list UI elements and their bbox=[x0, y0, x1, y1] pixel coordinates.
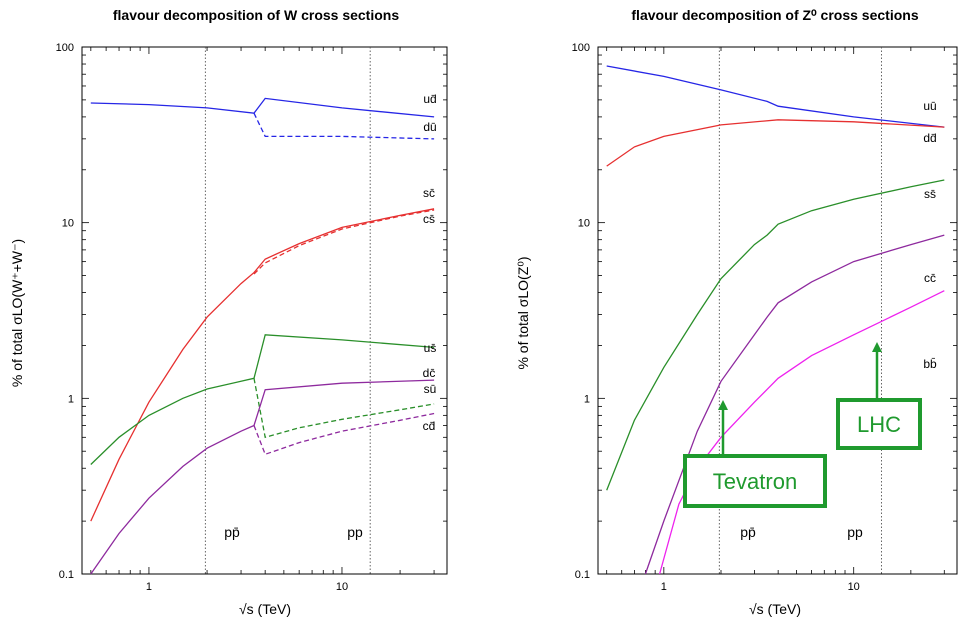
series-line bbox=[253, 112, 435, 140]
y-tick-label: 1 bbox=[68, 393, 74, 405]
series-line bbox=[606, 119, 945, 167]
x-tick-label: 1 bbox=[146, 581, 152, 593]
series-line bbox=[253, 378, 435, 439]
annotation-label: Tevatron bbox=[713, 469, 797, 494]
plot-frame bbox=[597, 46, 958, 575]
plot-frame bbox=[81, 46, 448, 575]
series-line bbox=[606, 179, 945, 491]
series-label: dc̄ bbox=[423, 366, 436, 380]
x-tick-label: 10 bbox=[336, 581, 348, 593]
chart-panel-1: flavour decomposition of W cross section… bbox=[9, 7, 448, 617]
series-line bbox=[90, 208, 435, 522]
chart-title: flavour decomposition of W cross section… bbox=[113, 7, 399, 23]
series-label: ud̄ bbox=[423, 92, 436, 106]
x-tick-label: 1 bbox=[661, 581, 667, 593]
series-label: ss̄ bbox=[924, 187, 936, 201]
y-tick-label: 10 bbox=[578, 218, 590, 230]
series-label: sū bbox=[424, 382, 437, 396]
series-label: cd̄ bbox=[423, 419, 436, 433]
series-line bbox=[90, 334, 435, 465]
collider-label: pp̄ bbox=[740, 524, 756, 540]
series-label: bb̄ bbox=[923, 357, 937, 371]
x-tick-label: 10 bbox=[848, 581, 860, 593]
annotation-arrowhead bbox=[718, 400, 728, 410]
x-axis-label: √s (TeV) bbox=[239, 601, 291, 617]
series-line bbox=[90, 379, 435, 575]
series-label: us̄ bbox=[424, 341, 437, 355]
y-axis-label: % of total σLO(W⁺+W⁻) bbox=[9, 239, 25, 387]
y-tick-label: 0.1 bbox=[575, 569, 590, 581]
collider-label: pp̄ bbox=[224, 524, 240, 540]
series-line bbox=[253, 412, 435, 456]
x-axis-label: √s (TeV) bbox=[749, 601, 801, 617]
y-tick-label: 10 bbox=[62, 218, 74, 230]
collider-label: pp bbox=[347, 524, 363, 540]
chart-panel-2: flavour decomposition of Z⁰ cross sectio… bbox=[515, 7, 958, 617]
y-tick-label: 100 bbox=[572, 42, 590, 54]
series-label: sc̄ bbox=[423, 186, 435, 200]
annotation-label: LHC bbox=[857, 412, 901, 437]
annotation-box bbox=[836, 398, 922, 450]
series-line bbox=[90, 97, 435, 118]
chart-title: flavour decomposition of Z⁰ cross sectio… bbox=[631, 7, 918, 23]
series-label: uū bbox=[923, 99, 936, 113]
series-line bbox=[253, 209, 435, 275]
y-tick-label: 1 bbox=[584, 393, 590, 405]
annotation-arrowhead bbox=[872, 342, 882, 352]
y-axis-label: % of total σLO(Z⁰) bbox=[515, 256, 531, 369]
annotation-box bbox=[683, 454, 827, 508]
series-label: dū bbox=[423, 120, 436, 134]
collider-label: pp bbox=[847, 524, 863, 540]
y-tick-label: 100 bbox=[56, 42, 74, 54]
series-label: cc̄ bbox=[924, 271, 936, 285]
series-label: dd̄ bbox=[923, 131, 936, 145]
y-tick-label: 0.1 bbox=[59, 569, 74, 581]
series-line bbox=[606, 65, 945, 128]
series-label: cs̄ bbox=[423, 212, 435, 226]
